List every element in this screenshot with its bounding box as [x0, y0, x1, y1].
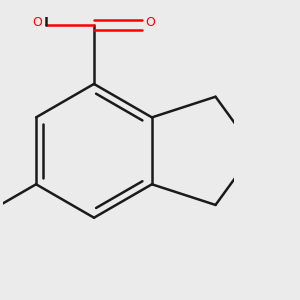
Text: O: O: [32, 16, 42, 29]
Text: O: O: [146, 16, 156, 29]
